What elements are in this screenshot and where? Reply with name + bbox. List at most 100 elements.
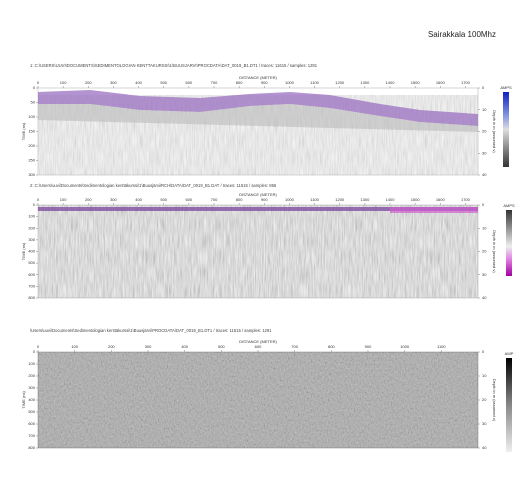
y-axis-label: TIME (ns) bbox=[21, 122, 26, 140]
y-tick-label: 400 bbox=[28, 249, 35, 254]
radargram bbox=[38, 352, 478, 448]
x-tick-label: 500 bbox=[218, 344, 225, 349]
x-tick-label: 900 bbox=[365, 344, 372, 349]
x-tick-label: 600 bbox=[255, 344, 262, 349]
y-tick-label: 600 bbox=[28, 272, 35, 277]
y-tick-label: 800 bbox=[28, 295, 35, 300]
y-tick-label: 300 bbox=[28, 172, 35, 177]
y-tick-label: 500 bbox=[28, 260, 35, 265]
depth-tick-label: 30 bbox=[482, 272, 487, 277]
x-tick-label: 1700 bbox=[461, 80, 471, 85]
depth-tick-label: 10 bbox=[482, 225, 487, 230]
x-tick-label: 0 bbox=[37, 80, 40, 85]
x-tick-label: 800 bbox=[328, 344, 335, 349]
x-tick-label: 200 bbox=[108, 344, 115, 349]
depth-tick-label: 0 bbox=[482, 202, 485, 207]
x-tick-label: 800 bbox=[236, 80, 243, 85]
x-tick-label: 1400 bbox=[386, 80, 396, 85]
file-header: \Users\uuvi\Documents\Sedimentologian ke… bbox=[30, 328, 272, 333]
x-tick-label: 300 bbox=[145, 344, 152, 349]
y-tick-label: 500 bbox=[28, 409, 35, 414]
x-tick-label: 1200 bbox=[335, 197, 345, 202]
x-tick-label: 200 bbox=[85, 80, 92, 85]
x-tick-label: 1100 bbox=[310, 80, 319, 85]
x-tick-label: 1700 bbox=[461, 197, 471, 202]
x-tick-label: 1000 bbox=[285, 197, 295, 202]
y-tick-label: 700 bbox=[28, 433, 35, 438]
depth-tick-label: 30 bbox=[482, 421, 487, 426]
x-tick-label: 1000 bbox=[400, 344, 410, 349]
colorbar-label: AMPS bbox=[500, 85, 512, 90]
depth-axis-label: Depth in m (assumed v) bbox=[492, 110, 497, 153]
x-tick-label: 1000 bbox=[285, 80, 295, 85]
depth-tick-label: 10 bbox=[482, 107, 487, 112]
y-tick-label: 0 bbox=[33, 202, 36, 207]
depth-tick-label: 20 bbox=[482, 249, 487, 254]
x-tick-label: 0 bbox=[37, 197, 40, 202]
y-tick-label: 300 bbox=[28, 385, 35, 390]
y-tick-label: 0 bbox=[33, 85, 36, 90]
x-tick-label: 1300 bbox=[360, 197, 370, 202]
x-tick-label: 1300 bbox=[360, 80, 370, 85]
depth-tick-label: 40 bbox=[482, 295, 487, 300]
y-tick-label: 250 bbox=[28, 158, 35, 163]
x-tick-label: 0 bbox=[37, 344, 40, 349]
file-header: 1: C:\USERS\UUVI\DOCUMENTS\SEDIMENTOLOGI… bbox=[30, 63, 318, 68]
colorbar bbox=[506, 210, 512, 276]
colorbar-label: AMP bbox=[505, 351, 514, 356]
x-tick-label: 1600 bbox=[436, 197, 446, 202]
x-tick-label: 800 bbox=[236, 197, 243, 202]
x-tick-label: 900 bbox=[261, 197, 268, 202]
file-header: 2: C:\Users\uuvi\Documents\Sedimentologi… bbox=[30, 183, 277, 188]
x-tick-label: 400 bbox=[135, 80, 142, 85]
depth-tick-label: 30 bbox=[482, 150, 487, 155]
x-axis-label: DISTANCE (METER) bbox=[239, 75, 277, 80]
x-tick-label: 900 bbox=[261, 80, 268, 85]
x-tick-label: 400 bbox=[135, 197, 142, 202]
page: Sairakkala 100Mhz 1: C:\USERS\UUVI\DOCUM… bbox=[0, 0, 521, 479]
y-tick-label: 150 bbox=[28, 129, 35, 134]
y-tick-label: 600 bbox=[28, 421, 35, 426]
colorbar bbox=[506, 358, 512, 452]
x-tick-label: 1500 bbox=[411, 197, 421, 202]
x-tick-label: 600 bbox=[186, 197, 193, 202]
x-tick-label: 1500 bbox=[411, 80, 421, 85]
x-tick-label: 500 bbox=[160, 80, 167, 85]
radargram bbox=[38, 88, 478, 175]
radargram bbox=[38, 205, 478, 298]
x-tick-label: 300 bbox=[110, 80, 117, 85]
y-tick-label: 300 bbox=[28, 237, 35, 242]
y-axis-label: TIME (ns) bbox=[21, 242, 26, 260]
x-tick-label: 1400 bbox=[386, 197, 396, 202]
x-tick-label: 1200 bbox=[335, 80, 345, 85]
y-tick-label: 100 bbox=[28, 214, 35, 219]
y-axis-label: TIME (ns) bbox=[21, 391, 26, 409]
y-tick-label: 200 bbox=[28, 373, 35, 378]
depth-tick-label: 20 bbox=[482, 129, 487, 134]
x-tick-label: 100 bbox=[71, 344, 78, 349]
title: Sairakkala 100Mhz bbox=[428, 30, 496, 39]
x-tick-label: 1100 bbox=[310, 197, 319, 202]
depth-tick-label: 40 bbox=[482, 172, 487, 177]
y-tick-label: 800 bbox=[28, 445, 35, 450]
x-tick-label: 1100 bbox=[437, 344, 446, 349]
x-tick-label: 600 bbox=[186, 80, 193, 85]
depth-axis-label: Depth in m (assumed v) bbox=[492, 230, 497, 273]
x-tick-label: 1600 bbox=[436, 80, 446, 85]
y-tick-label: 200 bbox=[28, 225, 35, 230]
x-tick-label: 300 bbox=[110, 197, 117, 202]
colorbar bbox=[503, 92, 509, 167]
depth-tick-label: 20 bbox=[482, 397, 487, 402]
colorbar-label: AMPS bbox=[503, 203, 515, 208]
x-axis-label: DISTANCE (METER) bbox=[239, 192, 277, 197]
x-tick-label: 500 bbox=[160, 197, 167, 202]
depth-tick-label: 40 bbox=[482, 445, 487, 450]
x-tick-label: 700 bbox=[211, 80, 218, 85]
x-tick-label: 100 bbox=[60, 197, 67, 202]
x-tick-label: 400 bbox=[181, 344, 188, 349]
y-tick-label: 50 bbox=[31, 100, 36, 105]
depth-tick-label: 0 bbox=[482, 349, 485, 354]
y-tick-label: 200 bbox=[28, 143, 35, 148]
y-tick-label: 700 bbox=[28, 283, 35, 288]
y-tick-label: 400 bbox=[28, 397, 35, 402]
